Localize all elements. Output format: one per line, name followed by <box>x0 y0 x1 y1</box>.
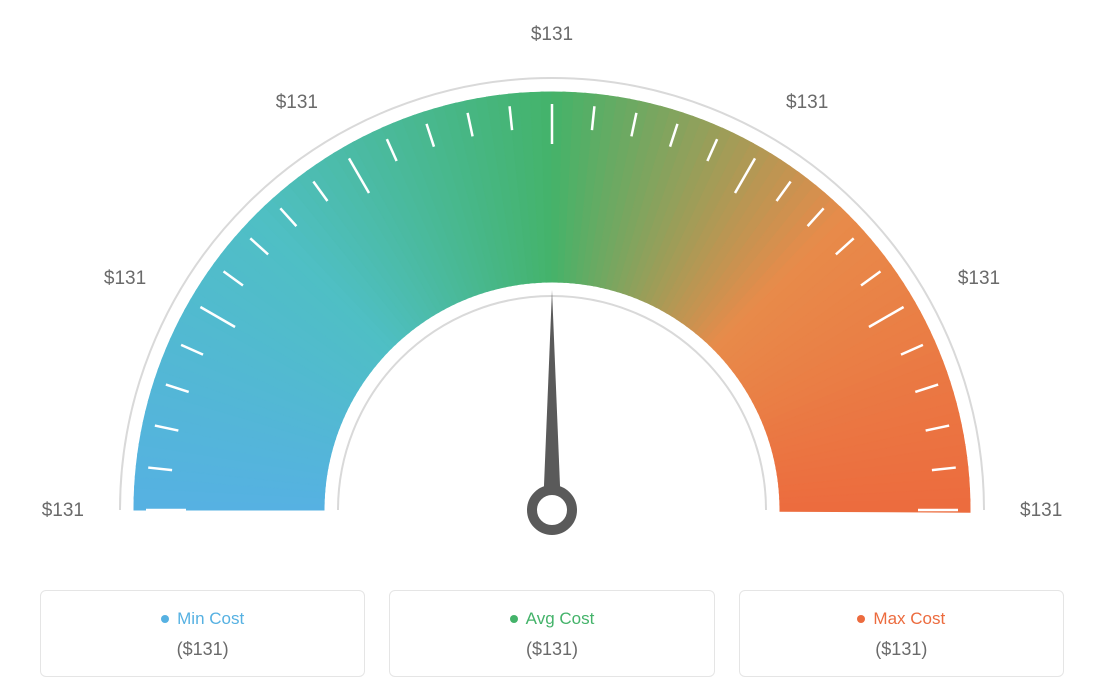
chart-container: $131 $131 $131 $131 $131 $131 $131 Min Cost ($… <box>0 0 1104 690</box>
card-max-label: Max Cost <box>873 609 945 629</box>
gauge-svg: $131 $131 $131 $131 $131 $131 $131 <box>0 20 1104 580</box>
gauge-area: $131 $131 $131 $131 $131 $131 $131 <box>0 20 1104 580</box>
svg-text:$131: $131 <box>531 24 573 45</box>
cards-row: Min Cost ($131) Avg Cost ($131) Max Cost… <box>0 590 1104 677</box>
card-avg-value: ($131) <box>402 639 701 660</box>
card-min-value: ($131) <box>53 639 352 660</box>
card-avg-label: Avg Cost <box>526 609 595 629</box>
card-avg: Avg Cost ($131) <box>389 590 714 677</box>
svg-text:$131: $131 <box>42 500 84 521</box>
svg-text:$131: $131 <box>958 268 1000 289</box>
dot-icon <box>161 615 169 623</box>
card-min: Min Cost ($131) <box>40 590 365 677</box>
card-max: Max Cost ($131) <box>739 590 1064 677</box>
svg-text:$131: $131 <box>276 92 318 113</box>
card-avg-title: Avg Cost <box>510 609 595 629</box>
dot-icon <box>510 615 518 623</box>
svg-text:$131: $131 <box>786 92 828 113</box>
svg-text:$131: $131 <box>104 268 146 289</box>
card-min-label: Min Cost <box>177 609 244 629</box>
dot-icon <box>857 615 865 623</box>
card-min-title: Min Cost <box>161 609 244 629</box>
card-max-title: Max Cost <box>857 609 945 629</box>
svg-text:$131: $131 <box>1020 500 1062 521</box>
card-max-value: ($131) <box>752 639 1051 660</box>
